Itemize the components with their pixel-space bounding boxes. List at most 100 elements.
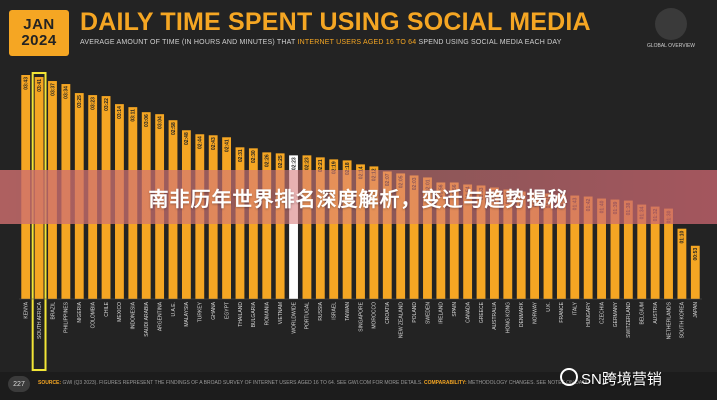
value-label-nigeria: 03:25 (77, 95, 83, 108)
category-label-colombia: COLOMBIA (90, 301, 96, 328)
source-text: GWI (Q3 2023). FIGURES REPRESENT THE FIN… (61, 380, 423, 386)
category-label-ireland: IRELAND (439, 302, 445, 324)
category-label-france: FRANCE (559, 301, 565, 322)
value-label-taiwan: 02:18 (345, 162, 351, 175)
bar-sweden (423, 177, 432, 299)
value-label-portugal: 02:23 (305, 157, 311, 170)
banner-text: 南非历年世界排名深度解析，变迁与趋势揭秘 (148, 188, 569, 211)
category-label-japan: JAPAN (693, 302, 699, 318)
badge-year: 2024 (21, 32, 57, 49)
category-label-sweden: SWEDEN (425, 302, 431, 324)
value-label-romania: 02:26 (265, 154, 271, 167)
bar-israel (329, 159, 339, 299)
bar-worldwide (289, 155, 298, 299)
value-label-mexico: 03:14 (117, 106, 123, 119)
category-label-south-korea: SOUTH KOREA (680, 301, 686, 338)
watermark-icon (560, 368, 578, 386)
value-label-philippines: 03:34 (64, 86, 70, 99)
bar-greece (476, 185, 486, 299)
category-label-morocco: MOROCCO (372, 302, 378, 329)
category-label-czechia: CZECHIA (599, 301, 605, 324)
value-label-turkey: 02:44 (198, 136, 204, 149)
category-label-egypt: EGYPT (224, 302, 230, 319)
category-label-brazil: BRAZIL (50, 302, 56, 320)
value-label-colombia: 03:23 (90, 97, 96, 110)
category-label-australia: AUSTRALIA (492, 301, 498, 329)
value-label-u-a-e: 02:58 (171, 122, 177, 135)
category-label-south-africa: SOUTH AFRICA (37, 301, 43, 339)
value-label-vietnam: 02:25 (278, 155, 284, 168)
value-label-malaysia: 02:48 (184, 132, 190, 145)
bar-hungary (583, 196, 593, 299)
category-label-croatia: CROATIA (385, 301, 391, 324)
overlay-banner: 南非历年世界排名深度解析，变迁与趋势揭秘 (0, 170, 717, 224)
category-label-chile: CHILE (104, 301, 110, 316)
category-label-portugal: PORTUGAL (305, 302, 311, 330)
category-label-canada: CANADA (465, 301, 471, 323)
bar-germany (610, 199, 620, 299)
subtitle-highlight: INTERNET USERS AGED 16 TO 64 (297, 39, 417, 46)
source-label: SOURCE: (38, 380, 62, 386)
category-label-austria: AUSTRIA (653, 301, 659, 323)
value-label-egypt: 02:41 (224, 139, 230, 152)
category-label-philippines: PHILIPPINES (64, 301, 70, 333)
global-overview-logo: GLOBAL OVERVIEW (646, 8, 696, 54)
category-label-germany: GERMANY (613, 301, 619, 327)
value-label-saudi-arabia: 03:06 (144, 114, 150, 127)
bar-japan (690, 245, 700, 299)
category-label-hong-kong: HONG KONG (506, 302, 512, 333)
watermark: SN跨境营销 (560, 368, 662, 389)
bar-singapore (356, 164, 365, 299)
category-label-thailand: THAILAND (238, 302, 244, 327)
bar-belgium (637, 204, 647, 299)
category-label-singapore: SINGAPORE (358, 301, 364, 331)
chart-title: DAILY TIME SPENT USING SOCIAL MEDIA (80, 8, 591, 36)
bar-poland (409, 175, 419, 299)
bar-romania (262, 152, 272, 299)
value-label-south-korea: 01:10 (680, 230, 686, 243)
category-label-worldwide: WORLDWIDE (291, 301, 297, 333)
bar-new-zealand (396, 173, 406, 299)
bar-hong-kong (503, 189, 513, 299)
bar-portugal (302, 155, 312, 299)
category-label-italy: ITALY (573, 301, 579, 315)
bar-czechia (597, 198, 606, 299)
comparability-label: COMPARABILITY: (424, 380, 467, 386)
category-label-u-a-e: U.A.E. (171, 302, 177, 316)
category-label-indonesia: INDONESIA (131, 301, 137, 329)
bar-russia (315, 157, 325, 299)
bar-canada (463, 184, 473, 299)
subtitle-text-pre: AVERAGE AMOUNT OF TIME (IN HOURS AND MIN… (80, 39, 298, 46)
category-label-malaysia: MALAYSIA (184, 301, 190, 326)
bar-south-korea (677, 228, 687, 299)
globe-icon (655, 8, 687, 40)
value-label-ghana: 02:43 (211, 137, 217, 150)
category-label-greece: GREECE (479, 301, 485, 323)
chart-subtitle: AVERAGE AMOUNT OF TIME (IN HOURS AND MIN… (80, 39, 562, 46)
value-label-argentina: 03:04 (157, 116, 163, 129)
value-label-indonesia: 03:11 (131, 109, 137, 122)
value-label-south-africa: 03:41 (37, 79, 43, 92)
value-label-kenya: 03:43 (24, 77, 30, 90)
category-label-spain: SPAIN (452, 302, 458, 317)
category-label-argentina: ARGENTINA (157, 301, 163, 331)
value-label-russia: 02:21 (318, 159, 324, 172)
bar-australia (490, 187, 499, 299)
value-label-thailand: 02:31 (238, 149, 244, 162)
bar-austria (650, 206, 660, 299)
category-label-belgium: BELGIUM (640, 302, 646, 325)
bar-ireland (436, 182, 446, 299)
bar-spain (449, 182, 459, 299)
logo-label: GLOBAL OVERVIEW (646, 43, 696, 49)
badge-month: JAN (23, 16, 55, 33)
category-label-u-k: U.K. (546, 302, 552, 312)
category-label-taiwan: TAIWAN (345, 302, 351, 321)
watermark-text: SN跨境营销 (581, 371, 662, 388)
category-label-russia: RUSSIA (318, 301, 324, 320)
category-label-hungary: HUNGARY (586, 301, 592, 327)
bar-croatia (382, 171, 392, 299)
category-label-ghana: GHANA (211, 301, 217, 319)
bar-italy (570, 195, 580, 299)
value-label-bulgaria: 02:30 (251, 150, 257, 163)
